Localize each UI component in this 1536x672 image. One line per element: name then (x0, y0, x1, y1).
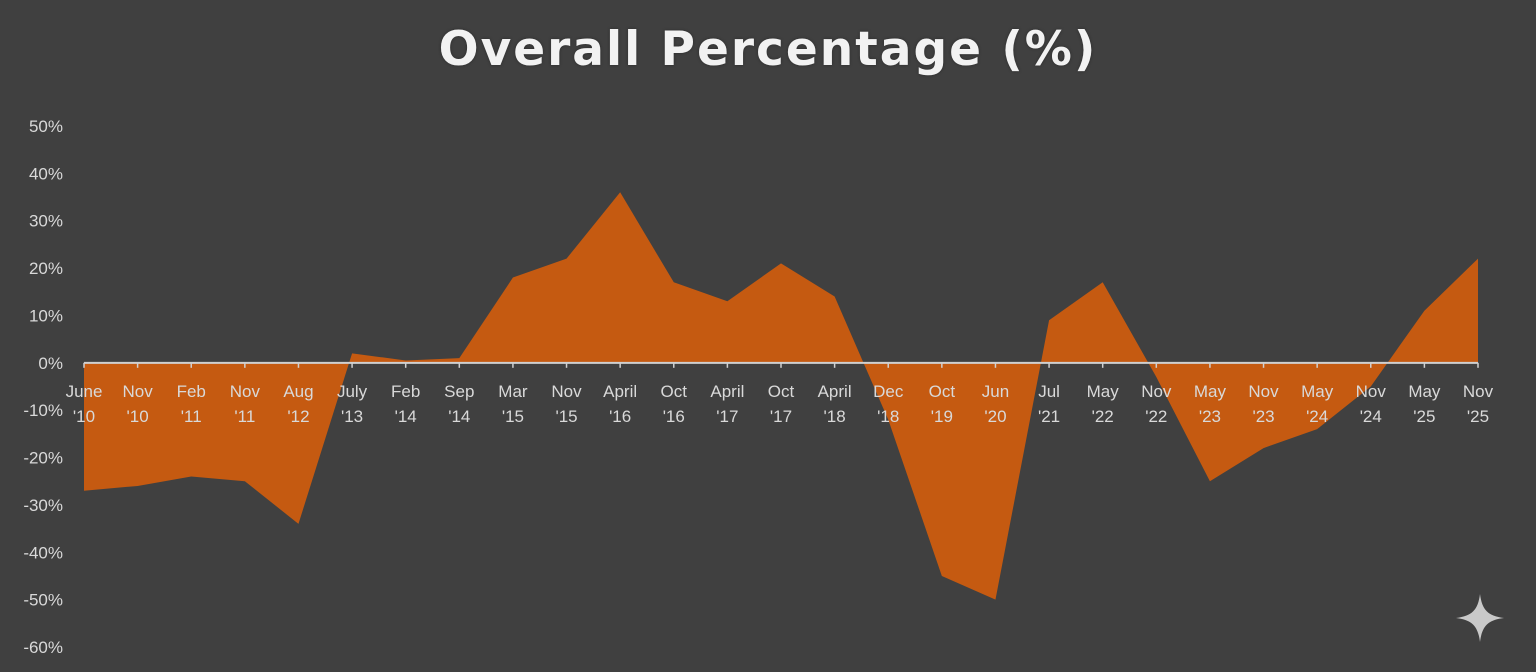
x-tick-label: Nov '25 (1463, 382, 1494, 426)
x-tick-label: Aug '12 (283, 382, 313, 426)
x-axis-tick-labels: June '10 Nov '10 Feb '11 Nov '11 Aug '12 July '13 Fe… (66, 382, 1494, 426)
y-tick-label: -10% (23, 401, 63, 420)
y-tick-label: 50% (29, 117, 63, 136)
x-tick-label: Mar '15 (498, 382, 528, 426)
y-axis-tick-labels: 50% 40% 30% 20% 10% 0% -10% -20% -30% -40% -50% -60… (23, 117, 63, 657)
y-tick-label: 0% (38, 354, 63, 373)
sparkle-icon (1456, 594, 1504, 642)
x-tick-label: Oct '16 (661, 382, 688, 426)
y-tick-label: -50% (23, 591, 63, 610)
x-tick-label: Oct '17 (768, 382, 795, 426)
y-tick-label: -20% (23, 449, 63, 468)
y-tick-label: -30% (23, 496, 63, 515)
y-tick-label: 40% (29, 164, 63, 183)
area-series (84, 192, 1478, 600)
x-tick-label: Nov '15 (551, 382, 582, 426)
x-tick-label: Dec '18 (873, 382, 904, 426)
x-tick-label: April '16 (603, 382, 637, 426)
x-tick-label: June '10 (66, 382, 103, 426)
chart-title: Overall Percentage (%) (438, 22, 1098, 77)
y-tick-label: -60% (23, 638, 63, 657)
x-tick-label: Sep '14 (444, 382, 474, 426)
x-tick-label: Feb '11 (177, 382, 206, 426)
x-tick-label: April '17 (710, 382, 744, 426)
x-tick-label: Nov '10 (122, 382, 153, 426)
x-tick-label: April '18 (818, 382, 852, 426)
x-tick-label: Oct '19 (929, 382, 956, 426)
x-tick-label: Jun '20 (982, 382, 1009, 426)
x-tick-label: Nov '22 (1141, 382, 1172, 426)
x-tick-label: May '22 (1087, 382, 1120, 426)
y-tick-label: 20% (29, 259, 63, 278)
x-tick-label: Nov '24 (1356, 382, 1387, 426)
y-tick-label: 30% (29, 212, 63, 231)
x-tick-label: May '23 (1194, 382, 1227, 426)
x-tick-label: Nov '11 (230, 382, 261, 426)
axis-layer (83, 361, 1479, 368)
x-tick-label: May '25 (1408, 382, 1441, 426)
x-tick-label: May '24 (1301, 382, 1334, 426)
x-tick-label: Nov '23 (1248, 382, 1279, 426)
x-tick-label: Jul '21 (1038, 382, 1060, 426)
y-tick-label: -40% (23, 543, 63, 562)
y-tick-label: 10% (29, 306, 63, 325)
x-tick-label: July '13 (337, 382, 368, 426)
x-tick-label: Feb '14 (391, 382, 420, 426)
area-layer (84, 192, 1478, 600)
